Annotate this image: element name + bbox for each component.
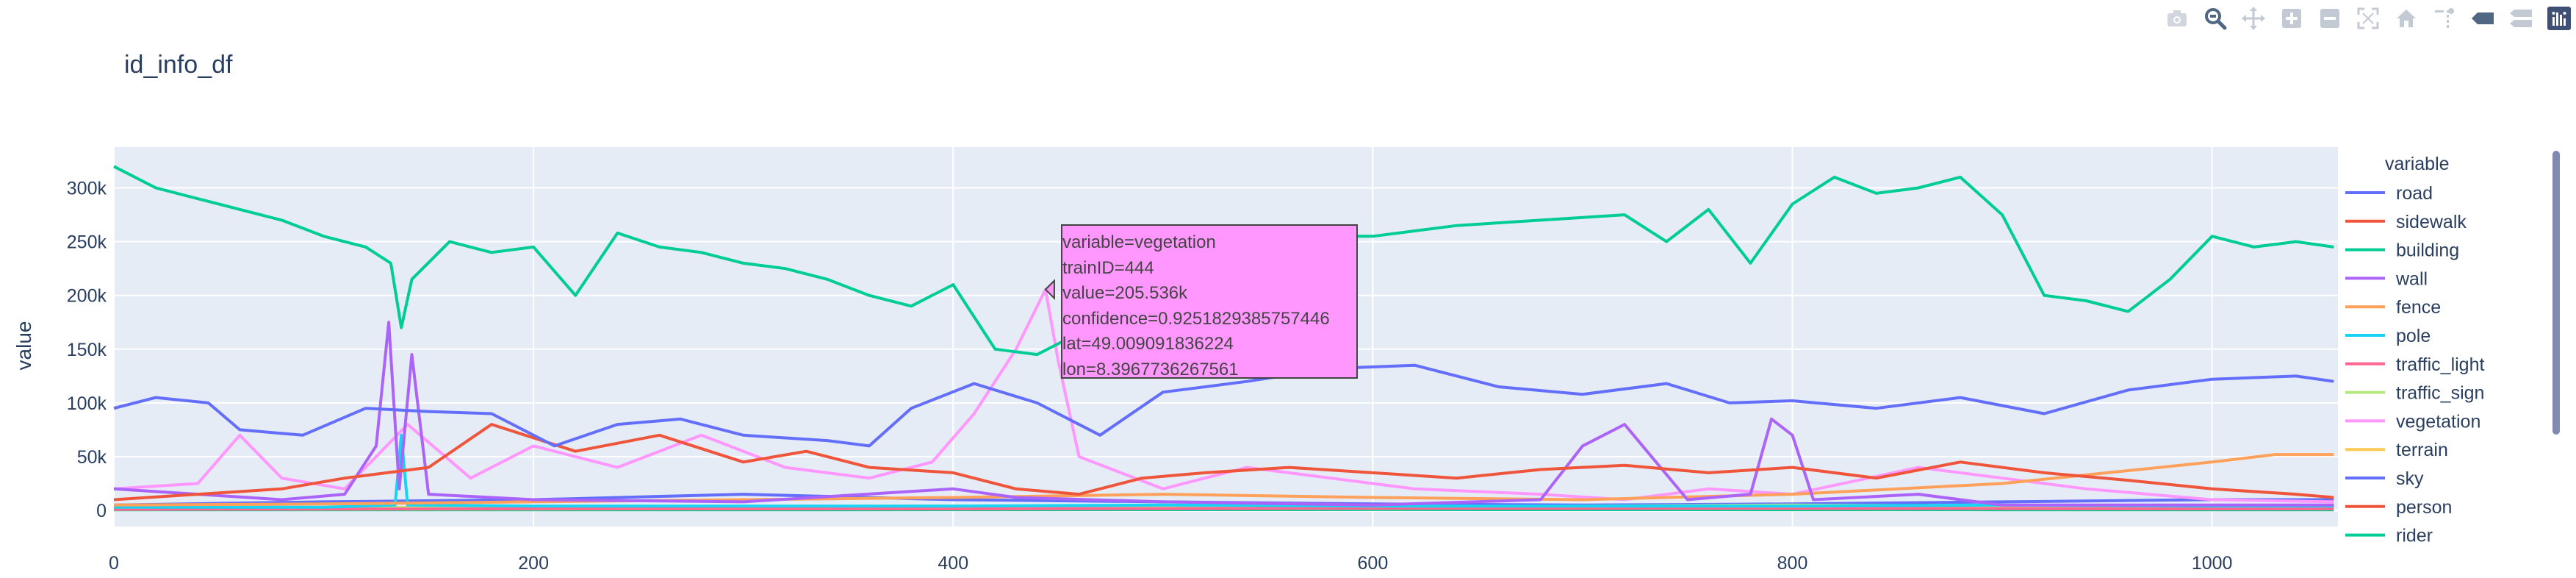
hover-compare-icon[interactable] xyxy=(2507,4,2535,32)
hover-arrow xyxy=(1044,279,1055,301)
x-tick-label: 0 xyxy=(109,553,119,574)
legend-label: wall xyxy=(2395,268,2428,289)
y-tick-label: 0 xyxy=(96,501,107,521)
legend-label: vegetation xyxy=(2396,411,2480,432)
legend-item-road[interactable]: road xyxy=(2345,183,2433,204)
legend-item-wall[interactable]: wall xyxy=(2345,268,2428,289)
legend-item-building[interactable]: building xyxy=(2345,240,2459,261)
legend-label: traffic_light xyxy=(2396,354,2484,375)
legend-item-traffic-sign[interactable]: traffic_sign xyxy=(2345,383,2484,404)
y-tick-label: 250k xyxy=(67,232,107,253)
series-layer xyxy=(113,165,2334,512)
camera-icon[interactable] xyxy=(2163,4,2191,32)
hover-arrow-shape xyxy=(1044,279,1055,301)
legend-label: person xyxy=(2396,497,2452,518)
legend-item-vegetation[interactable]: vegetation xyxy=(2345,411,2480,432)
legend-label: sidewalk xyxy=(2396,212,2467,232)
legend-label: sky xyxy=(2396,468,2424,489)
zoom-out-icon[interactable] xyxy=(2316,4,2344,32)
series-line-pole[interactable] xyxy=(114,433,2334,509)
legend-label: terrain xyxy=(2396,440,2448,460)
x-tick-label: 800 xyxy=(1777,553,1808,574)
legend-item-pole[interactable]: pole xyxy=(2345,326,2431,346)
series-line-building[interactable] xyxy=(113,165,2334,357)
legend-label: building xyxy=(2396,240,2459,261)
hover-closest-icon[interactable] xyxy=(2469,4,2497,32)
series-line-road[interactable] xyxy=(113,363,2334,448)
legend-item-person[interactable]: person xyxy=(2345,497,2452,518)
legend-item-terrain[interactable]: terrain xyxy=(2345,440,2448,460)
legend-label: rider xyxy=(2396,526,2433,546)
y-axis-ticks: 0 50k 100k 150k 200k 250k 300k xyxy=(67,179,107,522)
x-tick-label: 400 xyxy=(938,553,968,574)
x-tick-label: 1000 xyxy=(2192,553,2233,574)
zoom-icon[interactable] xyxy=(2201,4,2229,32)
tooltip-line-lon: lon=8.3967736267561 xyxy=(1062,359,1239,379)
y-tick-label: 150k xyxy=(67,340,107,360)
tooltip-line-confidence: confidence=0.9251829385757446 xyxy=(1062,308,1330,329)
autoscale-icon[interactable] xyxy=(2354,4,2382,32)
legend-item-traffic-light[interactable]: traffic_light xyxy=(2345,354,2484,375)
legend-label: fence xyxy=(2396,297,2441,318)
legend-scrollbar[interactable] xyxy=(2552,151,2560,435)
series-line-sidewalk[interactable] xyxy=(113,423,2334,502)
legend: variable road sidewalk building wall fence po… xyxy=(2345,154,2484,546)
x-tick-label: 200 xyxy=(518,553,549,574)
spike-lines-icon[interactable] xyxy=(2431,4,2458,32)
series-line-traffic-light[interactable] xyxy=(113,507,2334,511)
y-tick-label: 200k xyxy=(67,286,107,307)
y-axis-label: value xyxy=(12,321,35,371)
zoom-in-icon[interactable] xyxy=(2278,4,2306,32)
tooltip-line-trainid: trainID=444 xyxy=(1062,257,1154,278)
plotly-logo-icon[interactable] xyxy=(2545,4,2573,32)
chart-title: id_info_df xyxy=(124,51,233,79)
legend-label: pole xyxy=(2396,326,2431,346)
hover-tooltip: variable=vegetation trainID=444 value=20… xyxy=(1061,224,1358,379)
y-tick-label: 50k xyxy=(77,447,107,468)
legend-item-sidewalk[interactable]: sidewalk xyxy=(2345,212,2467,232)
x-tick-label: 600 xyxy=(1358,553,1389,574)
legend-item-rider[interactable]: rider xyxy=(2345,526,2433,546)
tooltip-line-value: value=205.536k xyxy=(1062,283,1188,303)
y-tick-label: 300k xyxy=(67,179,107,199)
tooltip-line-lat: lat=49.009091836224 xyxy=(1062,334,1234,354)
x-axis-ticks: 0 200 400 600 800 1000 xyxy=(109,553,2232,574)
y-tick-label: 100k xyxy=(67,393,107,414)
legend-label: road xyxy=(2396,183,2433,204)
legend-title: variable xyxy=(2385,154,2450,174)
legend-label: traffic_sign xyxy=(2396,383,2484,404)
pan-icon[interactable] xyxy=(2239,4,2267,32)
tooltip-line-variable: variable=vegetation xyxy=(1062,232,1216,252)
home-icon[interactable] xyxy=(2392,4,2420,32)
modebar xyxy=(2163,4,2573,32)
legend-item-sky[interactable]: sky xyxy=(2345,468,2424,489)
legend-item-fence[interactable]: fence xyxy=(2345,297,2441,318)
